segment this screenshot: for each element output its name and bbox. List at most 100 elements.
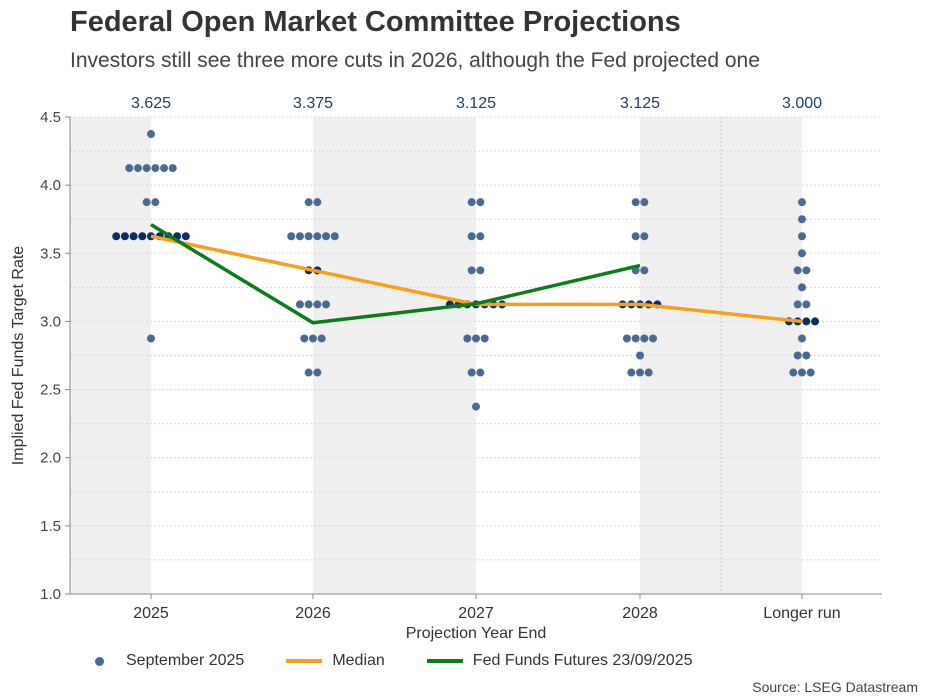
- legend-line-swatch: [286, 659, 323, 663]
- x-tick-label: 2028: [622, 605, 658, 622]
- y-tick-label: 4.5: [40, 109, 61, 126]
- dot-projection: [798, 249, 806, 258]
- dot-projection: [295, 300, 304, 309]
- chart-subtitle: Investors still see three more cuts in 2…: [70, 49, 760, 72]
- dot-projection: [467, 232, 476, 241]
- dot-projection: [798, 368, 806, 377]
- dot-projection: [627, 368, 636, 377]
- dot-projection: [631, 334, 640, 343]
- dot-projection: [300, 334, 309, 343]
- dot-projection: [480, 334, 489, 343]
- dot-projection: [793, 300, 802, 309]
- legend-line-swatch: [426, 659, 463, 663]
- dot-projection: [798, 232, 806, 241]
- dot-projection: [802, 351, 811, 360]
- dot-projection: [330, 232, 339, 241]
- dot-projection: [640, 266, 649, 275]
- dot-projection: [476, 198, 485, 207]
- median-label: 3.125: [456, 95, 496, 112]
- dot-projection: [798, 215, 806, 224]
- dot-projection: [467, 266, 476, 275]
- dot-projection: [476, 266, 485, 275]
- dot-projection: [640, 232, 649, 241]
- legend-item-futures: Fed Funds Futures 23/09/2025: [426, 652, 693, 670]
- x-tick-label: 2027: [458, 605, 494, 622]
- dot-projection: [304, 368, 313, 377]
- dot-projection: [802, 266, 811, 275]
- dot-projection: [317, 334, 326, 343]
- dot-projection: [313, 198, 322, 207]
- dot-projection: [313, 232, 322, 241]
- dot-projection: [811, 317, 820, 326]
- legend-label: Fed Funds Futures 23/09/2025: [472, 652, 693, 669]
- dot-projection: [138, 232, 147, 241]
- dot-projection: [802, 300, 811, 309]
- y-tick-label: 2.0: [40, 450, 61, 467]
- dot-projection: [798, 198, 806, 207]
- dot-projection: [160, 164, 169, 173]
- dot-projection: [129, 232, 138, 241]
- dot-projection: [631, 232, 640, 241]
- dot-projection: [142, 198, 151, 207]
- dot-projection: [463, 334, 472, 343]
- dot-projection: [467, 198, 476, 207]
- dot-projection: [636, 368, 644, 377]
- dot-projection: [793, 266, 802, 275]
- dot-projection: [640, 198, 649, 207]
- y-tick-label: 3.0: [40, 313, 61, 330]
- y-tick-label: 1.0: [40, 586, 61, 603]
- dot-projection: [649, 334, 658, 343]
- dot-projection: [125, 164, 134, 173]
- dot-projection: [295, 232, 304, 241]
- dot-projection: [120, 232, 129, 241]
- dot-projection: [309, 334, 317, 343]
- dot-projection: [798, 334, 806, 343]
- dot-projection: [622, 334, 631, 343]
- dot-projection: [467, 368, 476, 377]
- y-tick-label: 2.5: [40, 382, 61, 399]
- median-label: 3.125: [620, 95, 660, 112]
- median-label: 3.375: [293, 95, 333, 112]
- dot-projection: [142, 164, 151, 173]
- dot-projection: [147, 334, 155, 343]
- legend-dot-swatch: [95, 656, 104, 666]
- median-label: 3.000: [782, 95, 822, 112]
- dot-projection: [798, 283, 806, 292]
- legend-item-median: Median: [286, 652, 385, 670]
- dot-projection: [112, 232, 121, 241]
- dot-projection: [472, 334, 480, 343]
- dot-projection: [304, 300, 313, 309]
- chart-title: Federal Open Market Committee Projection…: [70, 6, 681, 38]
- legend-label: Median: [332, 652, 385, 669]
- dot-projection: [476, 232, 485, 241]
- dot-projection: [304, 232, 313, 241]
- dot-projection: [181, 232, 190, 241]
- x-tick-label: 2025: [133, 605, 169, 622]
- dot-projection: [147, 130, 155, 139]
- dot-projection: [151, 198, 160, 207]
- x-axis-title: Projection Year End: [406, 625, 547, 642]
- dot-projection: [151, 164, 160, 173]
- y-tick-label: 1.5: [40, 518, 61, 535]
- dot-projection: [322, 232, 331, 241]
- legend-label: September 2025: [126, 652, 245, 669]
- dot-projection: [476, 368, 485, 377]
- dot-projection: [802, 317, 811, 326]
- dot-projection: [631, 198, 640, 207]
- y-axis-title: Implied Fed Funds Target Rate: [10, 246, 27, 465]
- dot-projection: [789, 368, 798, 377]
- dot-projection: [168, 164, 177, 173]
- x-tick-label: 2026: [295, 605, 331, 622]
- futures-line: [150, 223, 641, 325]
- dot-projection: [472, 402, 480, 411]
- dot-projection: [287, 232, 296, 241]
- dot-projection: [793, 351, 802, 360]
- dot-projection: [313, 368, 322, 377]
- dot-projection: [644, 368, 653, 377]
- legend-item-dots: September 2025: [90, 652, 244, 670]
- dot-projection: [806, 368, 815, 377]
- y-tick-label: 3.5: [40, 245, 61, 262]
- dot-projection: [313, 300, 322, 309]
- median-label: 3.625: [131, 95, 171, 112]
